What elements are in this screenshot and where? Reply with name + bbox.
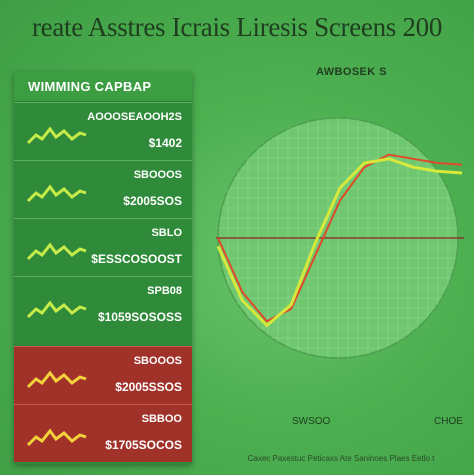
stat-value: $2005SOS — [123, 194, 182, 208]
x-tick-label-0: SWSOO — [292, 416, 331, 427]
stat-value: $1402 — [148, 136, 182, 150]
stat-row: AOOOSEAOOH2S $1402 — [14, 102, 192, 160]
sparkline-icon — [26, 370, 87, 389]
line-chart — [216, 117, 464, 359]
legend-label: AWBOSEK S — [316, 66, 387, 78]
sparkline-icon — [26, 126, 87, 145]
chart-area: AWBOSEK S SWSOO CHOE — [206, 58, 468, 470]
footer-text: Caxec Paxestuc Peticaxs Ate Saninoes Pla… — [247, 454, 435, 463]
sparkline-icon — [26, 300, 87, 319]
stats-panel: WIMMING CAPBAP AOOOSEAOOH2S $1402 SBOOOS $2… — [14, 72, 192, 464]
panel-header: WIMMING CAPBAP — [14, 72, 192, 102]
stat-label: SBBOO — [141, 413, 182, 425]
stat-label: SBOOOS — [133, 355, 182, 367]
series-line-0 — [217, 153, 463, 323]
stat-label: SBLO — [151, 227, 182, 239]
stat-label: AOOOSEAOOH2S — [87, 111, 182, 123]
sparkline-icon — [26, 242, 87, 261]
stat-row: SBBOO $1705SOCOS — [14, 404, 192, 462]
stat-row: SPB08 $1059SOSOSS — [14, 276, 192, 334]
stat-value: $1705SOCOS — [105, 438, 182, 452]
stat-row: SBOOOS $2005SSOS — [14, 346, 192, 404]
sparkline-icon — [26, 184, 87, 203]
stat-label: SPB08 — [147, 285, 182, 297]
x-tick-label-1: CHOE — [434, 416, 463, 427]
stat-row: SBOOOS $2005SOS — [14, 160, 192, 218]
sparkline-icon — [26, 428, 87, 447]
page-title: reate Asstres Icrais Liresis Screens 200 — [31, 12, 443, 42]
stat-label: SBOOOS — [133, 169, 182, 181]
stat-value: $2005SSOS — [115, 380, 182, 394]
stat-value: $1059SOSOSS — [97, 310, 182, 324]
stat-row: SBLO $ESSCOSOOST — [14, 218, 192, 276]
stat-value: $ESSCOSOOST — [91, 252, 182, 266]
series-line-1 — [216, 157, 463, 327]
